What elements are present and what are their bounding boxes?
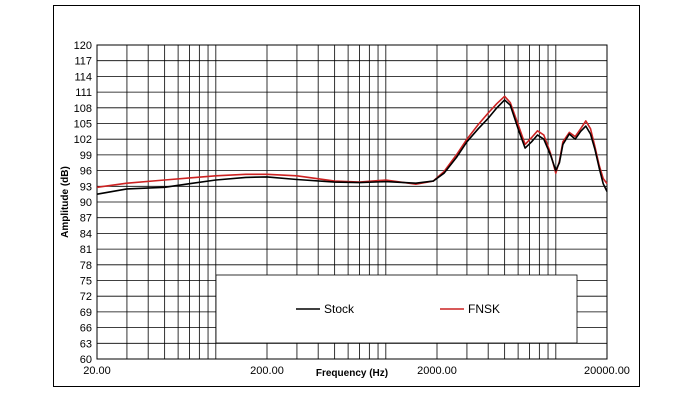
y-tick-label: 102 (74, 134, 92, 146)
y-tick-label: 96 (80, 166, 92, 178)
y-tick-label: 105 (74, 119, 92, 131)
plot-border (96, 44, 608, 360)
x-tick-label: 20000.00 (584, 365, 630, 377)
y-tick-label: 78 (80, 260, 92, 272)
series-line-stock (96, 99, 608, 195)
legend-label-stock: Stock (324, 302, 355, 316)
y-tick-label: 81 (80, 244, 92, 256)
y-tick-label: 120 (74, 40, 92, 52)
x-tick-label: 20.00 (83, 365, 111, 377)
y-tick-label: 63 (80, 338, 92, 350)
y-tick-label: 108 (74, 103, 92, 115)
y-tick-label: 75 (80, 276, 92, 288)
y-tick-label: 66 (80, 323, 92, 335)
y-tick-label: 69 (80, 307, 92, 319)
y-tick-label: 93 (80, 181, 92, 193)
y-tick-label: 99 (80, 150, 92, 162)
x-axis-title: Frequency (Hz) (316, 368, 388, 379)
x-tick-label: 2000.00 (417, 365, 457, 377)
y-tick-label: 60 (80, 354, 92, 366)
series-line-fnsk (96, 95, 608, 189)
y-tick-label: 117 (74, 56, 92, 68)
y-tick-label: 90 (80, 197, 92, 209)
y-tick-label: 72 (80, 291, 92, 303)
legend-label-fnsk: FNSK (468, 302, 500, 316)
y-axis-title: Amplitude (dB) (60, 166, 71, 238)
legend-box (215, 274, 578, 344)
y-tick-label: 114 (74, 71, 92, 83)
y-tick-label: 111 (75, 87, 92, 99)
y-tick-label: 84 (80, 228, 92, 240)
x-tick-label: 200.00 (250, 365, 284, 377)
y-tick-label: 87 (80, 213, 92, 225)
